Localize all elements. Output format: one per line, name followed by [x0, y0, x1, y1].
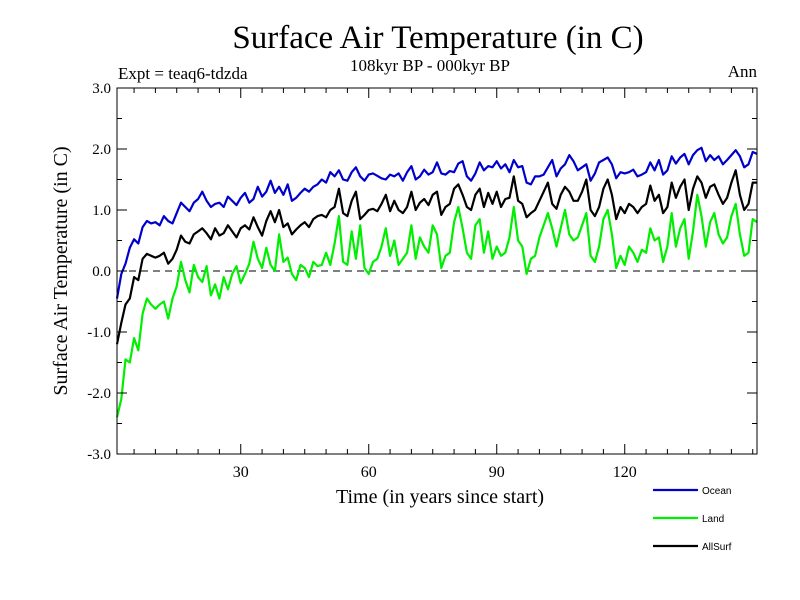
series-line-allsurf [115, 169, 757, 345]
legend: Ocean Land AllSurf [653, 486, 732, 553]
y-tick-label: 0.0 [92, 264, 111, 280]
x-tick-label: 30 [233, 464, 249, 481]
ticks-layer: 30 60 90 120 -3.0 -2.0 -1.0 0.0 1.0 2.0 3.0 [87, 81, 757, 481]
x-tick-label: 60 [361, 464, 377, 481]
legend-label-allsurf: AllSurf [702, 542, 732, 553]
legend-label-ocean: Ocean [702, 486, 731, 497]
x-axis-label: Time (in years since start) [336, 486, 544, 508]
chart-title: Surface Air Temperature (in C) [232, 20, 643, 56]
x-tick-label: 90 [489, 464, 505, 481]
y-tick-label: 3.0 [92, 81, 111, 97]
y-tick-label: -1.0 [87, 325, 111, 341]
series-line-ocean [115, 146, 758, 299]
period-label: Ann [728, 62, 758, 81]
y-axis-label: Surface Air Temperature (in C) [50, 146, 72, 395]
chart-subtitle: 108kyr BP - 000kyr BP [350, 56, 510, 75]
x-tick-label: 120 [613, 464, 637, 481]
series-line-land [115, 193, 758, 418]
legend-label-land: Land [702, 514, 724, 525]
y-tick-label: -2.0 [87, 386, 111, 402]
experiment-label: Expt = teaq6-tdzda [118, 64, 248, 83]
series-layer [115, 146, 758, 418]
y-tick-label: 1.0 [92, 203, 111, 219]
y-tick-label: 2.0 [92, 142, 111, 158]
y-tick-label: -3.0 [87, 447, 111, 463]
